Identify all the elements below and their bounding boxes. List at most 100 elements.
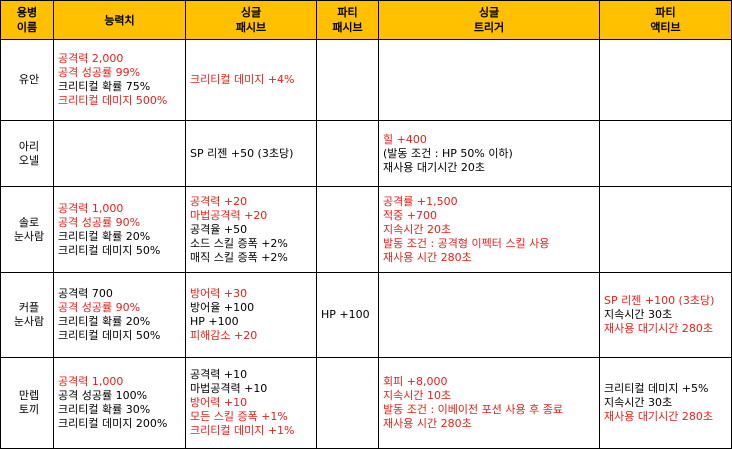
effect-line: 지속시간 30초 <box>604 308 673 321</box>
effect-line: 재사용 대기시간 280초 <box>604 410 713 423</box>
stats-cell: 공격력 2,000 공격 성공률 99% 크리티컬 확률 75% 크리티컬 데미지 5… <box>53 39 186 121</box>
stats-cell <box>53 120 186 187</box>
effect-line: 소드 스킬 증폭 +2% <box>190 236 288 250</box>
effect-line: 매직 스킬 증폭 +2% <box>190 250 288 264</box>
mercenary-name-line: 만렙 <box>18 389 40 402</box>
effect-line: 재사용 대기시간 280초 <box>604 322 713 335</box>
effect-line: 공격력 2,000 <box>58 52 124 65</box>
effect-line: 방어력 +10 <box>190 396 248 409</box>
effect-line: 재사용 시간 280초 <box>383 417 472 430</box>
mercenary-name-cell: 솔로 눈사람 <box>0 186 54 273</box>
effect-line: 방어력 +30 <box>190 287 248 300</box>
mercenary-name-line: 커플 <box>18 301 40 314</box>
mercenary-name-cell: 아리 오넬 <box>0 120 54 187</box>
single-passive-cell: 공격력 +10 마법공격력 +10 방어력 +10 모든 스킬 증폭 +1% 크리티컬 … <box>185 357 317 449</box>
single-trigger-cell: 공격률 +1,500 적중 +700 지속시간 20초 발동 조건 : 공격형 이펙터… <box>378 186 600 273</box>
party-active-cell: 크리티컬 데미지 +5% 지속시간 30초 재사용 대기시간 280초 <box>599 357 732 449</box>
mercenary-name-line: 눈사람 <box>13 229 45 243</box>
effect-line: 재사용 시간 280초 <box>383 250 472 264</box>
effect-line: 발동 조건 : 이베이전 포션 사용 후 종료 <box>383 403 563 416</box>
effect-line: 마법공격력 +10 <box>190 382 268 395</box>
table-row: 만렙 토끼 공격력 1,000 공격 성공률 100% 크리티컬 확률 30% 크리티컬 … <box>0 357 732 449</box>
effect-line: 회피 +8,000 <box>383 375 448 388</box>
single-passive-cell: 공격력 +20 마법공격력 +20 공격율 +50 소드 스킬 증폭 +2% 매직 스킬… <box>185 186 317 273</box>
effect-line: 공격력 +20 <box>190 194 248 208</box>
mercenary-name-line: 아리 <box>18 139 40 153</box>
effect-line: 공격력 700 <box>58 287 113 300</box>
effect-line: 크리티컬 데미지 200% <box>58 417 168 430</box>
party-active-cell <box>599 39 732 121</box>
mercenary-name-line: 토끼 <box>18 403 40 416</box>
effect-line: 공격력 +10 <box>190 368 248 381</box>
party-active-cell <box>599 120 732 187</box>
header-stats: 능력치 <box>53 0 186 40</box>
party-passive-cell <box>316 120 379 187</box>
header-single-passive: 싱글 패시브 <box>185 0 317 40</box>
table-row: 솔로 눈사람 공격력 1,000 공격 성공률 90% 크리티컬 확률 20% 크리티컬 … <box>0 186 732 273</box>
effect-line: 공격력 1,000 <box>58 375 124 388</box>
stats-cell: 공격력 700 공격 성공률 90% 크리티컬 확률 20% 크리티컬 데미지 50% <box>53 272 186 358</box>
stats-cell: 공격력 1,000 공격 성공률 90% 크리티컬 확률 20% 크리티컬 데미지 5… <box>53 186 186 273</box>
effect-line: 방어율 +100 <box>190 301 255 314</box>
effect-line: 피해감소 +20 <box>190 329 258 342</box>
effect-line: 공격 성공률 90% <box>58 215 141 229</box>
effect-line: 모든 스킬 증폭 +1% <box>190 410 288 423</box>
effect-line: 크리티컬 데미지 50% <box>58 329 161 342</box>
single-passive-cell: SP 리젠 +50 (3초당) <box>185 120 317 187</box>
effect-line: 지속시간 20초 <box>383 222 452 236</box>
header-single-trigger: 싱글 트리거 <box>378 0 600 40</box>
stats-cell: 공격력 1,000 공격 성공률 100% 크리티컬 확률 30% 크리티컬 데미지 … <box>53 357 186 449</box>
single-passive-cell: 크리티컬 데미지 +4% <box>185 39 317 121</box>
single-trigger-cell: 힐 +400 (발동 조건 : HP 50% 이하) 재사용 대기시간 20초 <box>378 120 600 187</box>
party-active-cell <box>599 186 732 273</box>
effect-line: HP +100 <box>190 315 239 328</box>
party-active-cell: SP 리젠 +100 (3초당) 지속시간 30초 재사용 대기시간 280초 <box>599 272 732 358</box>
effect-line: 크리티컬 확률 20% <box>58 229 151 243</box>
effect-line: SP 리젠 +100 (3초당) <box>604 294 715 307</box>
effect-line: 지속시간 30초 <box>604 396 673 409</box>
header-row: 용병 이름 능력치 싱글 패시브 파티 패시브 싱글 트리거 파티 액티브 <box>0 0 732 40</box>
party-passive-cell: HP +100 <box>316 272 379 358</box>
single-passive-cell: 방어력 +30 방어율 +100 HP +100 피해감소 +20 <box>185 272 317 358</box>
effect-line: 공격률 +1,500 <box>383 194 458 208</box>
effect-line: 적중 +700 <box>383 208 437 222</box>
effect-line: 크리티컬 데미지 +1% <box>190 424 295 437</box>
effect-line: 힐 +400 <box>383 132 427 146</box>
table-row: 유안 공격력 2,000 공격 성공률 99% 크리티컬 확률 75% 크리티컬 데미지… <box>0 39 732 121</box>
effect-line: 공격 성공률 99% <box>58 66 141 79</box>
table-row: 커플 눈사람 공격력 700 공격 성공률 90% 크리티컬 확률 20% 크리티컬 데미… <box>0 272 732 358</box>
mercenary-name-line: 솔로 <box>18 215 40 229</box>
single-trigger-cell <box>378 39 600 121</box>
effect-line: 크리티컬 데미지 +5% <box>604 382 709 395</box>
mercenary-name-line: 눈사람 <box>13 315 45 328</box>
effect-line: HP +100 <box>321 308 370 321</box>
header-party-active: 파티 액티브 <box>599 0 732 40</box>
effect-line: 공격 성공률 90% <box>58 301 141 314</box>
effect-line: 크리티컬 확률 20% <box>58 315 151 328</box>
effect-line: 크리티컬 데미지 50% <box>58 243 161 257</box>
effect-line: 재사용 대기시간 20초 <box>383 160 485 174</box>
mercenary-name-line: 오넬 <box>18 153 40 167</box>
effect-line: 크리티컬 데미지 +4% <box>190 73 295 86</box>
table-row: 아리 오넬 SP 리젠 +50 (3초당) 힐 +400 (발동 조건 : HP 50%… <box>0 120 732 187</box>
effect-line: 크리티컬 확률 30% <box>58 403 151 416</box>
single-trigger-cell: 회피 +8,000 지속시간 10초 발동 조건 : 이베이전 포션 사용 후 종료… <box>378 357 600 449</box>
party-passive-cell <box>316 39 379 121</box>
effect-line: 공격율 +50 <box>190 222 248 236</box>
effect-line: 크리티컬 확률 75% <box>58 80 151 93</box>
mercenary-name-line: 유안 <box>18 73 40 86</box>
effect-line: SP 리젠 +50 (3초당) <box>190 146 294 160</box>
effect-line: 크리티컬 데미지 500% <box>58 94 168 107</box>
effect-line: 지속시간 10초 <box>383 389 452 402</box>
effect-line: 마법공격력 +20 <box>190 208 268 222</box>
effect-line: 공격 성공률 100% <box>58 389 148 402</box>
effect-line: 공격력 1,000 <box>58 201 124 215</box>
mercenary-name-cell: 유안 <box>0 39 54 121</box>
effect-line: (발동 조건 : HP 50% 이하) <box>383 146 513 160</box>
mercenary-name-cell: 커플 눈사람 <box>0 272 54 358</box>
header-party-passive: 파티 패시브 <box>316 0 379 40</box>
mercenary-name-cell: 만렙 토끼 <box>0 357 54 449</box>
effect-line: 발동 조건 : 공격형 이펙터 스킬 사용 <box>383 236 550 250</box>
single-trigger-cell <box>378 272 600 358</box>
